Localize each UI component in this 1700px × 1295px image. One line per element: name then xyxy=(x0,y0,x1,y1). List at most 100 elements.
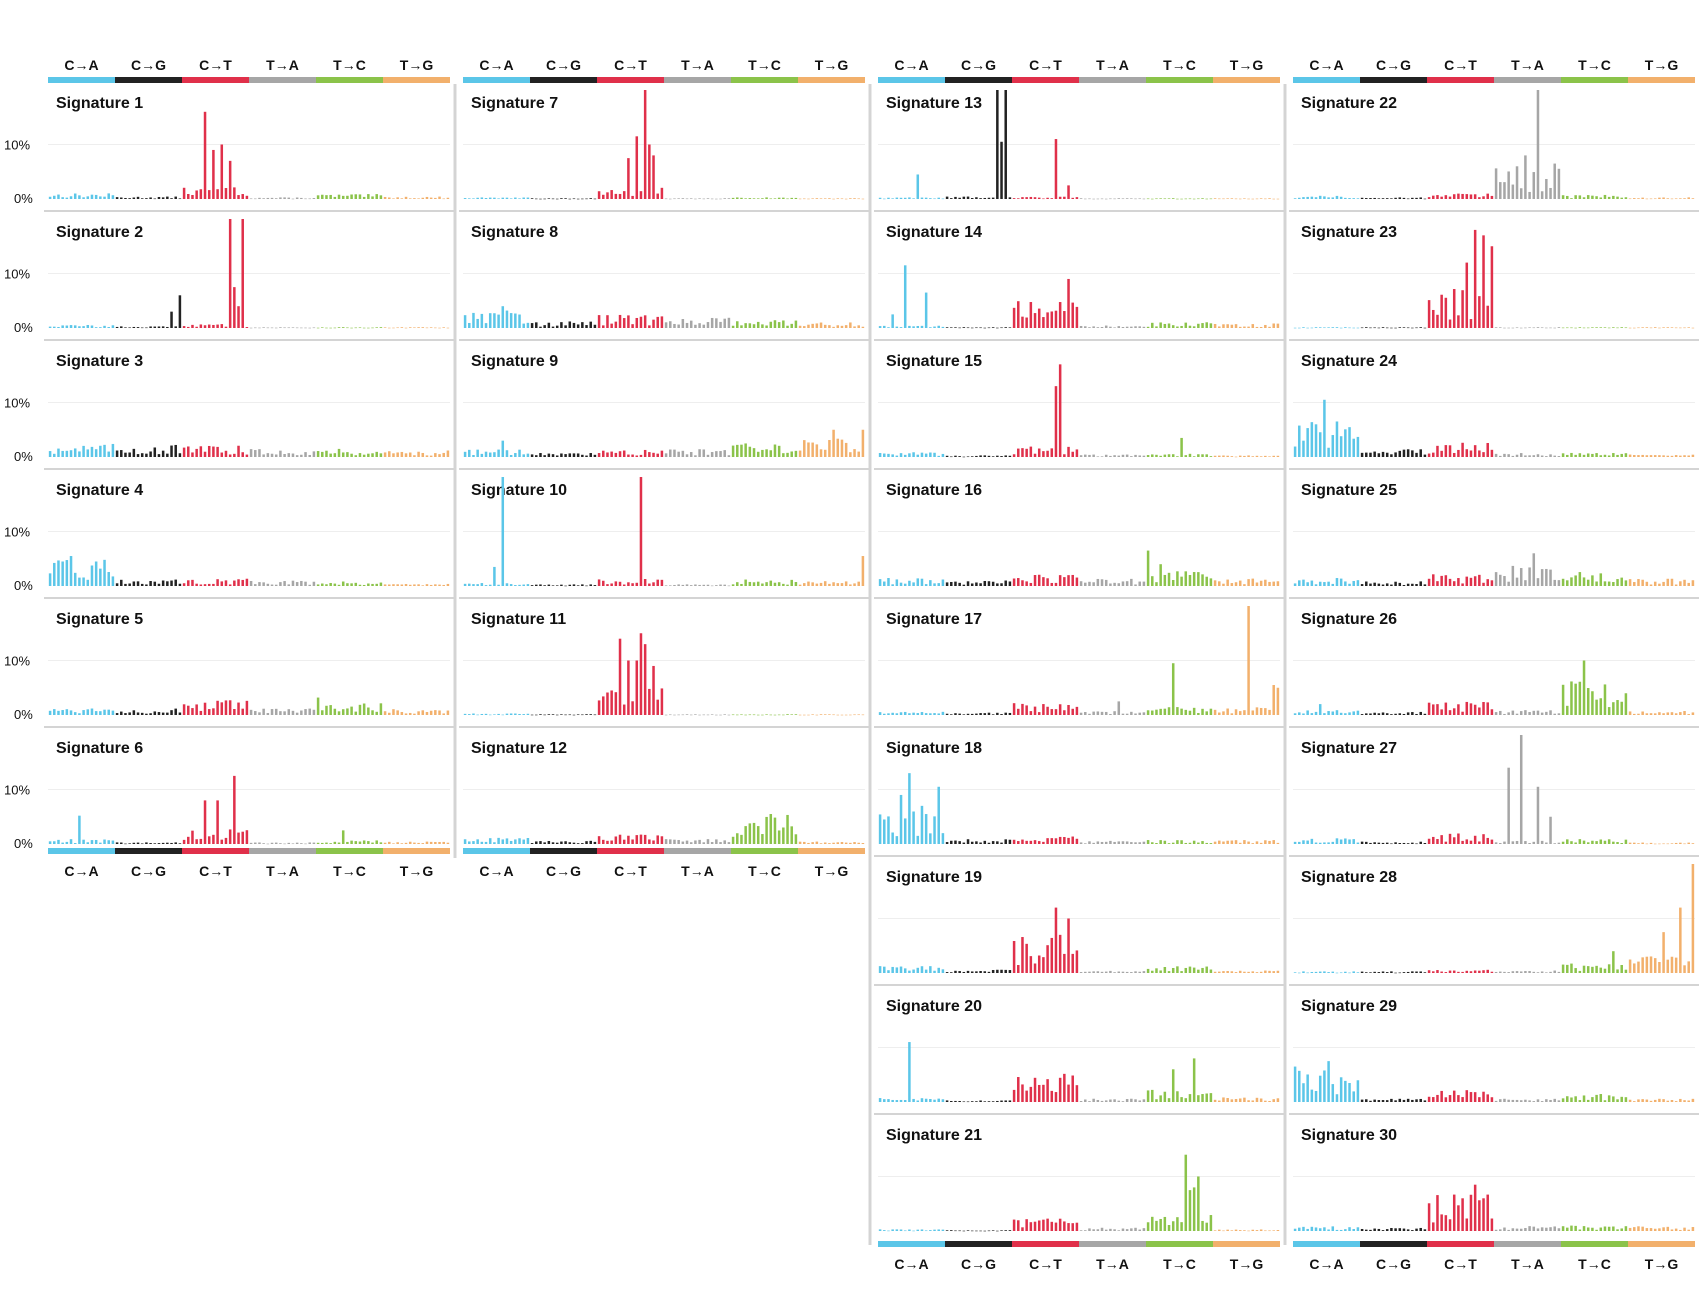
signature-bar xyxy=(1528,327,1531,329)
signature-bar xyxy=(1306,710,1309,715)
signature-bar xyxy=(970,197,974,199)
signature-bar xyxy=(585,325,588,328)
signature-bar xyxy=(157,843,161,844)
signature-bar xyxy=(853,714,856,716)
mutation-class-label: C→T xyxy=(1029,1256,1062,1272)
mutation-class-bar-bottom xyxy=(1360,1241,1427,1247)
signature-bar xyxy=(924,584,928,586)
signature-bar xyxy=(1628,711,1632,715)
signature-bar xyxy=(1360,197,1364,199)
signature-bar xyxy=(1687,455,1690,457)
signature-bar xyxy=(145,453,148,457)
signature-bar xyxy=(1079,1230,1083,1231)
signature-bar xyxy=(501,306,505,328)
signature-bar xyxy=(1146,840,1150,844)
signature-bar xyxy=(425,841,429,844)
signature-bar xyxy=(1662,932,1665,973)
signature-bar xyxy=(283,843,286,845)
signature-bar xyxy=(73,572,77,586)
signature-bar xyxy=(1344,327,1347,328)
signature-bar xyxy=(1079,712,1083,715)
signature-bar xyxy=(660,450,664,457)
signature-bar xyxy=(1633,963,1636,973)
signature-bar xyxy=(493,197,496,199)
signature-bar xyxy=(78,713,81,715)
signature-bar xyxy=(136,581,140,586)
signature-bar xyxy=(983,971,987,973)
signature-bar xyxy=(815,841,819,844)
signature-bar xyxy=(1432,195,1435,199)
signature-bar xyxy=(1641,1099,1644,1102)
mutation-class-bar-top xyxy=(182,77,249,83)
signature-bar xyxy=(367,327,370,329)
signature-bar xyxy=(1616,969,1619,973)
signature-bar xyxy=(908,773,911,844)
signature-bar xyxy=(262,708,265,715)
signature-bar xyxy=(1251,578,1255,586)
signature-bar xyxy=(689,320,693,328)
signature-bar xyxy=(1415,452,1418,457)
signature-bar xyxy=(1432,309,1435,328)
signature-bar xyxy=(1071,302,1074,328)
signature-bar xyxy=(975,327,978,329)
signature-bar xyxy=(1658,455,1661,457)
signature-bar xyxy=(1121,454,1125,457)
signature-bar xyxy=(689,585,693,586)
signature-bar xyxy=(509,584,513,586)
signature-bar xyxy=(572,584,576,586)
signature-bar xyxy=(1691,1098,1695,1102)
signature-bar xyxy=(1628,1099,1632,1102)
signature-bar xyxy=(1067,185,1070,199)
signature-bar xyxy=(1574,454,1577,457)
signature-bar xyxy=(1473,229,1477,328)
signature-bar xyxy=(912,712,915,715)
signature-bar xyxy=(794,197,798,199)
signature-title: Signature 19 xyxy=(886,869,982,886)
signature-bar xyxy=(581,198,584,200)
signature-panel: Signature 15 xyxy=(874,339,1284,458)
signature-bar xyxy=(472,312,475,328)
signature-bar xyxy=(1532,327,1536,329)
signature-bar xyxy=(1159,564,1162,586)
signature-bar xyxy=(1042,577,1045,586)
signature-bar xyxy=(736,833,739,844)
signature-bar xyxy=(1117,1100,1121,1102)
signature-bar xyxy=(333,453,337,457)
signature-bar xyxy=(203,584,207,586)
signature-bar xyxy=(1323,971,1326,973)
signature-bar xyxy=(254,711,257,715)
signature-bar xyxy=(861,429,865,457)
signature-bar xyxy=(1616,196,1619,199)
signature-bar xyxy=(1000,327,1003,329)
signature-bar xyxy=(790,714,793,715)
signature-bar xyxy=(1448,1219,1452,1231)
signature-bar xyxy=(912,452,915,457)
signature-bar xyxy=(429,327,433,328)
signature-bar xyxy=(1075,1222,1079,1231)
signature-bar xyxy=(417,451,420,457)
signature-bar xyxy=(1259,707,1263,715)
signature-bar xyxy=(1021,448,1024,457)
signature-bar xyxy=(752,198,756,199)
signature-bar xyxy=(962,456,966,458)
signature-bar xyxy=(1293,713,1297,715)
signature-bar xyxy=(694,840,697,844)
signature-bar xyxy=(1423,972,1427,973)
signature-bar xyxy=(606,192,609,199)
signature-bar xyxy=(283,711,286,715)
signature-bar xyxy=(790,826,793,844)
signature-bar xyxy=(1205,198,1208,200)
signature-bar xyxy=(1586,453,1590,457)
signature-bar xyxy=(518,314,521,328)
signature-bar xyxy=(1440,971,1443,973)
signature-bar xyxy=(1427,702,1431,715)
signature-bar xyxy=(1645,327,1649,328)
signature-bar xyxy=(945,842,949,844)
signature-bar xyxy=(740,583,743,586)
signature-bar xyxy=(861,198,865,200)
signature-bar xyxy=(1318,432,1322,457)
signature-bar xyxy=(1302,440,1305,457)
signature-bar xyxy=(1201,967,1204,973)
signature-bar xyxy=(1553,163,1556,199)
signature-bar xyxy=(844,842,848,844)
